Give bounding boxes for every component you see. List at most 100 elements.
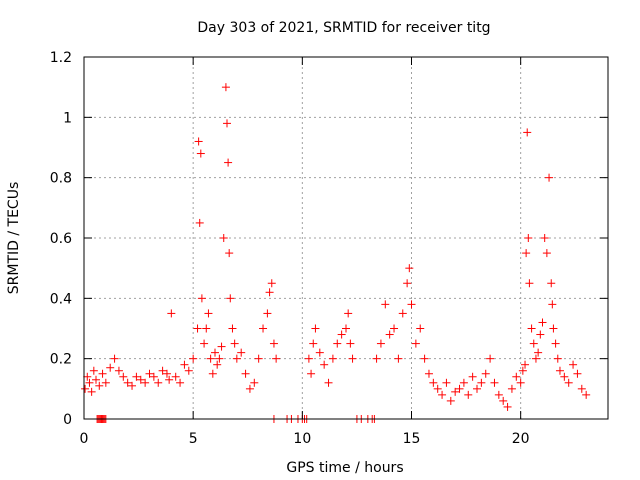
data-point-0-98 xyxy=(455,384,464,393)
data-point-0-100 xyxy=(464,390,473,399)
data-point-0-75 xyxy=(344,309,353,318)
data-point-0-130 xyxy=(549,324,558,333)
data-point-0-41 xyxy=(213,360,222,369)
data-point-0-120 xyxy=(529,339,538,348)
data-point-0-128 xyxy=(547,279,556,288)
data-point-0-62 xyxy=(269,339,278,348)
axes xyxy=(83,56,609,420)
data-point-0-102 xyxy=(473,384,481,393)
data-point-0-127 xyxy=(545,173,554,182)
data-point-0-85 xyxy=(403,279,412,288)
data-point-0-12 xyxy=(119,372,128,381)
data-point-0-39 xyxy=(208,369,217,378)
data-point-0-80 xyxy=(381,300,390,309)
data-point-0-35 xyxy=(200,339,209,348)
data-point-0-36 xyxy=(202,324,211,333)
data-point-0-20 xyxy=(154,378,163,387)
data-point-0-55 xyxy=(245,384,254,393)
data-point-0-32 xyxy=(195,218,204,227)
data-point-0-48 xyxy=(225,249,234,258)
data-point-0-96 xyxy=(446,396,455,405)
data-point-0-115 xyxy=(522,249,531,258)
data-point-0-117 xyxy=(524,234,533,242)
data-point-0-118 xyxy=(525,279,534,288)
data-point-0-105 xyxy=(486,354,495,363)
data-point-0-129 xyxy=(548,300,557,309)
data-point-0-137 xyxy=(573,369,582,378)
data-point-0-101 xyxy=(468,372,477,381)
data-point-0-81 xyxy=(385,330,394,339)
data-point-0-26 xyxy=(176,378,185,387)
data-point-0-136 xyxy=(569,360,578,369)
data-point-0-22 xyxy=(162,369,171,378)
data-point-0-28 xyxy=(184,366,193,375)
data-point-0-30 xyxy=(193,324,202,333)
data-point-0-72 xyxy=(333,339,342,348)
data-point-0-5 xyxy=(92,375,101,384)
data-point-0-37 xyxy=(204,309,213,318)
data-point-0-84 xyxy=(398,309,407,318)
data-point-0-7 xyxy=(98,369,107,378)
data-point-0-33 xyxy=(196,149,205,158)
data-point-0-106 xyxy=(490,378,499,387)
data-point-0-83 xyxy=(394,354,403,363)
data-point-0-69 xyxy=(320,360,329,369)
data-point-0-86 xyxy=(405,264,414,273)
data-point-0-78 xyxy=(372,354,381,363)
data-points xyxy=(81,83,591,423)
data-point-0-119 xyxy=(527,324,536,333)
data-point-0-95 xyxy=(442,378,451,387)
y-tick-label-1: 0.2 xyxy=(50,352,72,368)
data-point-0-93 xyxy=(433,384,442,393)
data-point-0-34 xyxy=(197,294,206,303)
data-point-0-107 xyxy=(494,390,503,399)
data-point-0-94 xyxy=(438,390,447,399)
data-point-0-104 xyxy=(481,369,490,378)
chart-title: Day 303 of 2021, SRMTID for receiver tit… xyxy=(197,20,490,36)
grid xyxy=(84,57,608,419)
data-point-0-68 xyxy=(315,348,324,357)
data-point-0-60 xyxy=(265,288,274,297)
data-point-0-87 xyxy=(407,300,416,309)
data-point-0-52 xyxy=(232,354,241,363)
y-tick-label-4: 0.8 xyxy=(50,171,72,187)
data-point-0-123 xyxy=(536,330,545,339)
x-tick-label-3: 15 xyxy=(403,431,421,447)
data-point-0-42 xyxy=(215,354,224,363)
y-tick-label-5: 1 xyxy=(63,110,72,126)
data-point-0-19 xyxy=(149,372,158,381)
data-point-0-124 xyxy=(538,318,547,327)
data-point-0-114 xyxy=(521,360,530,369)
data-point-0-54 xyxy=(241,369,250,378)
data-point-0-49 xyxy=(226,294,235,303)
data-point-0-70 xyxy=(324,378,333,387)
data-point-0-40 xyxy=(211,348,219,357)
data-point-0-121 xyxy=(531,354,540,363)
data-point-0-73 xyxy=(337,330,346,339)
data-point-0-43 xyxy=(217,342,226,351)
data-point-0-103 xyxy=(477,378,486,387)
y-tick-label-3: 0.6 xyxy=(50,231,72,247)
data-point-0-46 xyxy=(223,119,232,128)
data-point-0-13 xyxy=(123,378,132,387)
x-tick-label-2: 10 xyxy=(293,431,311,447)
data-point-0-53 xyxy=(237,348,246,357)
data-point-0-88 xyxy=(411,339,420,348)
data-point-0-109 xyxy=(503,402,512,411)
data-point-0-82 xyxy=(390,324,399,333)
data-point-0-31 xyxy=(194,137,203,146)
data-point-0-47 xyxy=(224,158,233,167)
data-point-0-91 xyxy=(424,369,433,378)
data-point-0-63 xyxy=(272,354,281,363)
data-point-0-2 xyxy=(85,378,94,387)
data-point-0-122 xyxy=(534,348,543,357)
data-point-0-67 xyxy=(311,324,320,333)
tick-labels: 0 0.2 0.4 0.6 0.8 1 1.2 0 5 10 15 20 xyxy=(50,50,530,447)
data-point-0-65 xyxy=(307,369,316,378)
data-point-0-9 xyxy=(106,363,115,372)
data-point-0-24 xyxy=(167,309,176,318)
data-point-0-66 xyxy=(309,339,318,348)
data-point-0-45 xyxy=(221,83,230,92)
data-point-0-71 xyxy=(328,354,337,363)
data-point-0-79 xyxy=(376,339,385,348)
